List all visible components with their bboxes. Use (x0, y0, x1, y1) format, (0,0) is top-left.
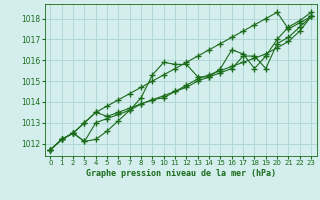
X-axis label: Graphe pression niveau de la mer (hPa): Graphe pression niveau de la mer (hPa) (86, 169, 276, 178)
